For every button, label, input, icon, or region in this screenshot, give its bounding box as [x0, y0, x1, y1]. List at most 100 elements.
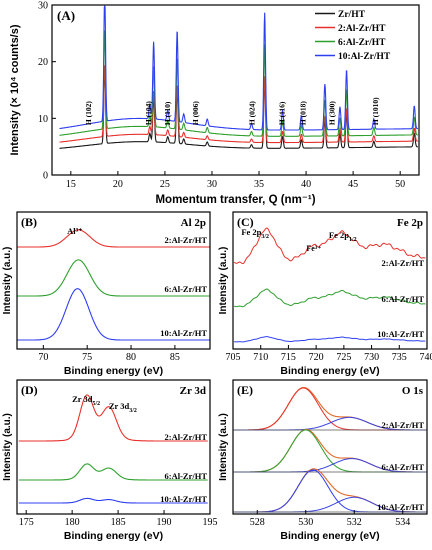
x-tick-label: 534 — [395, 517, 410, 528]
x-tick-label: 15 — [66, 179, 76, 190]
x-axis-title: Binding energy (eV) — [64, 530, 163, 542]
y-axis-title: Intensity (a.u.) — [2, 413, 13, 481]
x-axis-title: Binding energy (eV) — [280, 530, 379, 542]
x-tick-label: 715 — [281, 352, 296, 363]
y-tick-label: 30 — [38, 1, 48, 12]
peak-annotation: H (102) — [84, 101, 93, 125]
legend-label: 6:Al-Zr/HT — [338, 38, 386, 48]
x-tick-label: 175 — [19, 517, 34, 528]
panel-label: (D) — [21, 383, 38, 397]
plot-frame — [16, 379, 211, 515]
y-axis-title: Intensity (× 10⁴ counts/s) — [9, 24, 21, 155]
series-label: 6:Al-Zr/HT — [382, 462, 425, 472]
y-axis-title: Intensity (a.u.) — [218, 413, 229, 481]
legend-label: 2:Al-Zr/HT — [338, 24, 386, 34]
panel-title: Zr 3d — [180, 385, 206, 397]
series-label: 10:Al-Zr/HT — [160, 328, 207, 338]
x-axis-title: Binding energy (eV) — [64, 365, 163, 377]
x-tick-label: 45 — [348, 179, 358, 190]
series-line-2:Al-Zr/HT — [59, 65, 418, 144]
x-tick-label: 530 — [298, 517, 313, 528]
peak-annotation: H (116) — [278, 101, 287, 125]
series-line-10:Al-Zr/HT — [59, 4, 419, 131]
y-tick-label: 0 — [43, 171, 48, 182]
x-tick-label: 720 — [309, 352, 324, 363]
panel-d: 2:Al-Zr/HT 6:Al-Zr/HT 10:Al-Zr/HT Zr 3d5/2 Z… — [2, 379, 218, 542]
panel-title: Fe 2p — [397, 217, 423, 229]
x-tick-label: 532 — [347, 517, 362, 528]
peak-label: Fe³⁺ — [306, 244, 321, 253]
legend-label: 10:Al-Zr/HT — [338, 52, 391, 62]
peak-label: Fe 2p1/2 — [329, 230, 357, 243]
panel-title: O 1s — [402, 385, 424, 397]
series-line-6:Al-Zr/HT — [18, 463, 208, 481]
plot-frame — [232, 211, 428, 350]
peak-label: Zr 3d5/2 — [72, 394, 100, 407]
peak-annotation: H (110) — [163, 101, 172, 125]
series-label: 2:Al-Zr/HT — [382, 420, 425, 430]
x-tick-label: 35 — [254, 179, 264, 190]
plot-frame — [51, 4, 420, 176]
panel-e: 2:Al-Zr/HT 6:Al-Zr/HT 10:Al-Zr/HT 528 530 532… — [218, 379, 428, 542]
series-line-2:Al-Zr/HT — [18, 394, 208, 442]
y-axis-title: Intensity (a.u.) — [218, 247, 229, 315]
series-label: 6:Al-Zr/HT — [165, 284, 208, 294]
series-line-10:Al-Zr/HT — [234, 336, 426, 343]
x-tick-label: 195 — [203, 517, 218, 528]
x-tick-label: 30 — [207, 179, 217, 190]
panel-b: 2:Al-Zr/HT 6:Al-Zr/HT 10:Al-Zr/HT Al³⁺ 70 75 8… — [2, 211, 211, 377]
x-tick-label: 710 — [253, 352, 268, 363]
series-line-6:Al-Zr/HT — [234, 288, 426, 308]
panel-label: (E) — [237, 383, 253, 397]
series-label: 10:Al-Zr/HT — [377, 329, 424, 339]
peak-annotation: H (104) — [144, 101, 153, 125]
series-label: 2:Al-Zr/HT — [382, 258, 425, 268]
panel-a: 15 20 25 30 35 40 45 50 0 10 20 30 Momentum transfer… — [9, 1, 420, 206]
x-tick-label: 725 — [336, 352, 351, 363]
x-tick-label: 705 — [226, 352, 241, 363]
panel-c: 2:Al-Zr/HT 6:Al-Zr/HT 10:Al-Zr/HT Fe 2p3/2 F… — [218, 211, 432, 377]
x-tick-label: 528 — [250, 517, 265, 528]
series-line-6:Al-Zr/HT — [17, 259, 210, 297]
series-line-10:Al-Zr/HT — [17, 288, 210, 341]
x-tick-label: 735 — [392, 352, 407, 363]
peak-label: Zr 3d3/2 — [109, 401, 137, 414]
series-label: 6:Al-Zr/HT — [165, 471, 208, 481]
panel-label: (B) — [21, 215, 37, 229]
plot-frame — [16, 211, 211, 350]
series-line-Zr/HT — [59, 68, 418, 149]
peak-annotation: H (024) — [247, 101, 256, 125]
panel-label: (A) — [57, 8, 75, 23]
x-tick-label: 50 — [395, 179, 405, 190]
x-tick-label: 85 — [170, 352, 180, 363]
y-tick-label: 10 — [38, 114, 48, 125]
x-tick-label: 40 — [301, 179, 311, 190]
series-label: 6:Al-Zr/HT — [382, 294, 425, 304]
peak-annotation: H (300) — [327, 101, 336, 125]
series-line-6:Al-Zr/HT — [59, 30, 418, 137]
x-tick-label: 20 — [113, 179, 123, 190]
x-tick-label: 190 — [157, 517, 172, 528]
series-line-2:Al-Zr/HT — [17, 229, 210, 248]
peak-label: Al³⁺ — [67, 226, 83, 236]
series-label: 2:Al-Zr/HT — [165, 432, 208, 442]
series-label: 10:Al-Zr/HT — [377, 502, 424, 512]
legend-label: Zr/HT — [338, 10, 366, 20]
series-label: 10:Al-Zr/HT — [160, 494, 207, 504]
x-tick-label: 185 — [111, 517, 126, 528]
x-tick-label: 75 — [82, 352, 92, 363]
x-axis-title: Momentum transfer, Q (nm⁻¹) — [155, 194, 315, 206]
series-label: 2:Al-Zr/HT — [165, 235, 208, 245]
x-tick-label: 740 — [420, 352, 432, 363]
x-tick-label: 730 — [364, 352, 379, 363]
x-axis-title: Binding energy (eV) — [280, 365, 379, 377]
peak-annotation: H (1010) — [371, 97, 380, 125]
y-axis-title: Intensity (a.u.) — [2, 247, 13, 315]
x-tick-label: 25 — [160, 179, 170, 190]
x-tick-label: 70 — [38, 352, 48, 363]
panel-title: Al 2p — [181, 217, 206, 229]
panel-label: (C) — [237, 215, 254, 229]
y-tick-label: 20 — [38, 57, 48, 68]
series-line-10:Al-Zr/HT — [18, 497, 208, 504]
